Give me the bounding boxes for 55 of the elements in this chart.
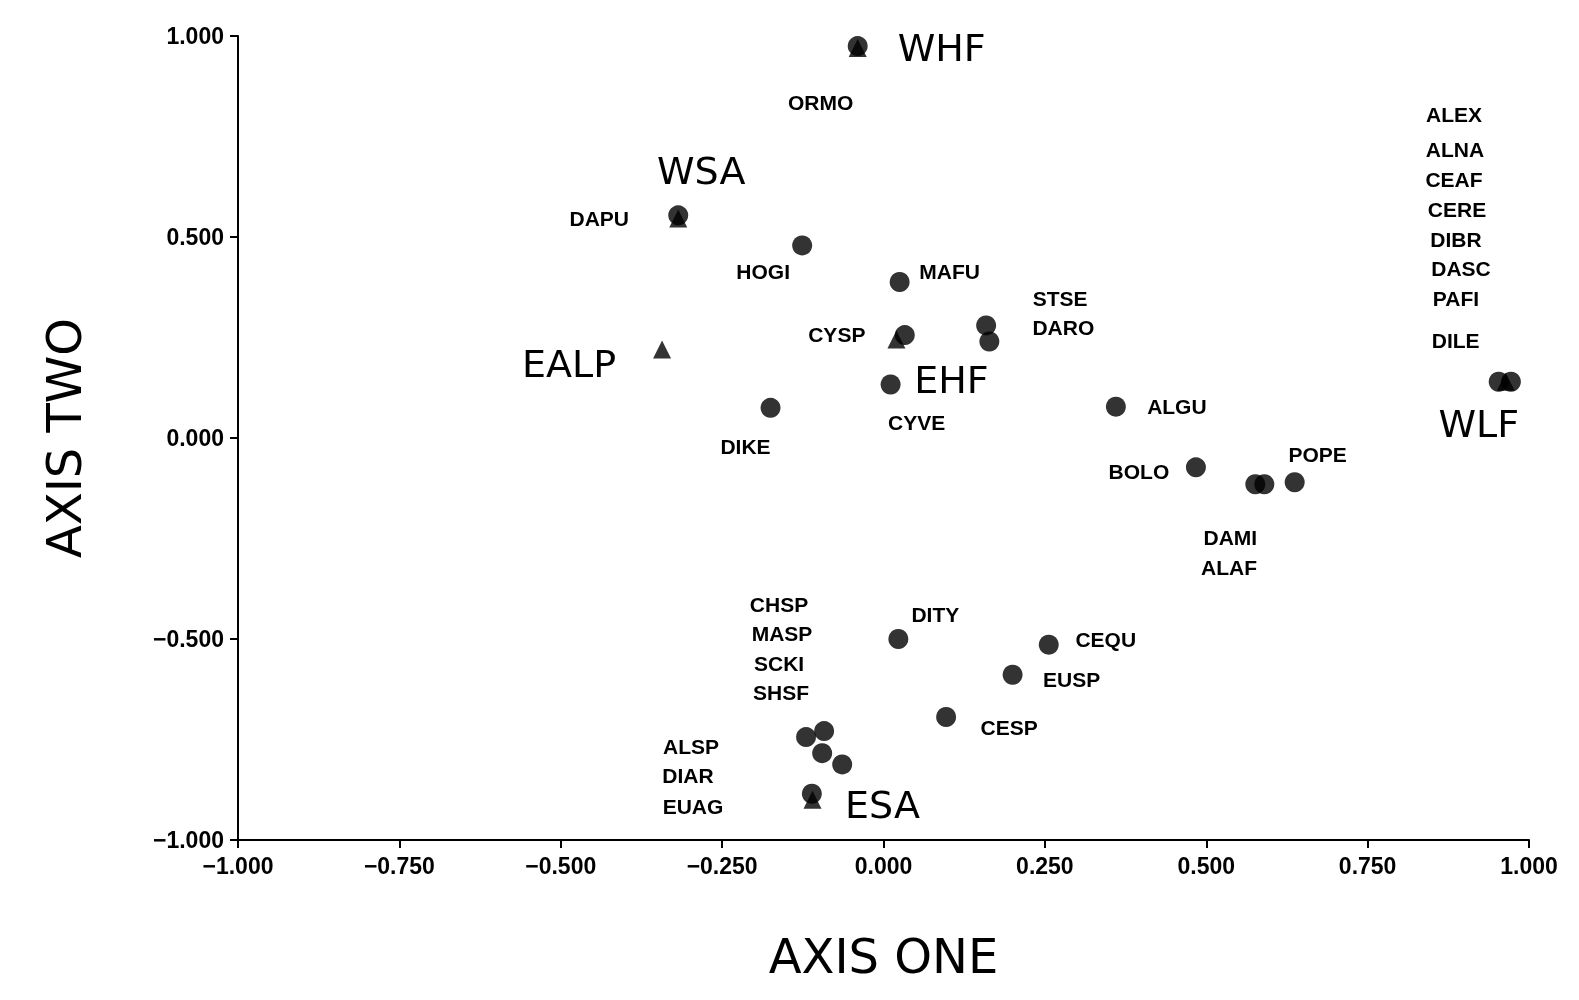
annotation: DAMI bbox=[1203, 525, 1258, 549]
annotation: ESA bbox=[845, 782, 920, 827]
annotation: EALP bbox=[522, 341, 617, 386]
annotation: HOGI bbox=[736, 259, 790, 283]
annotation: ALAF bbox=[1201, 555, 1258, 579]
annotation: CYSP bbox=[808, 322, 866, 346]
annotation: ALGU bbox=[1147, 395, 1207, 419]
annotation: DITY bbox=[911, 602, 960, 626]
annotation: MAFU bbox=[919, 259, 980, 283]
annotation: CESP bbox=[980, 716, 1038, 740]
annotation: WLF bbox=[1438, 401, 1520, 446]
annotation: CEAF bbox=[1425, 167, 1483, 191]
annotation: DIBR bbox=[1430, 227, 1482, 251]
x-tick-label: 1.000 bbox=[1500, 852, 1558, 879]
x-tick-label: 0.250 bbox=[1016, 852, 1074, 879]
annotation: DIAR bbox=[662, 763, 714, 787]
annotation: PAFI bbox=[1432, 286, 1480, 310]
annotation: SCKI bbox=[754, 651, 805, 675]
annotation: CHSP bbox=[749, 592, 809, 616]
x-tick-label: 0.750 bbox=[1338, 852, 1397, 879]
y-tick-label: −0.500 bbox=[153, 626, 224, 652]
x-tick-label: −1.000 bbox=[202, 852, 274, 879]
annotation: CEQU bbox=[1075, 628, 1137, 652]
x-tick-label: −0.500 bbox=[525, 852, 597, 879]
annotation: ALSP bbox=[662, 734, 720, 758]
y-axis-title: AXIS TWO bbox=[36, 317, 92, 559]
y-tick-label: 1.000 bbox=[166, 23, 224, 49]
x-tick-label: −0.250 bbox=[686, 852, 758, 879]
annotation: EUAG bbox=[662, 794, 724, 818]
x-tick-label: −0.750 bbox=[363, 852, 435, 879]
x-tick-label: 0.500 bbox=[1177, 852, 1236, 879]
annotation: SHSF bbox=[753, 680, 810, 704]
annotation: CYVE bbox=[888, 411, 946, 435]
annotation: DARO bbox=[1032, 316, 1095, 340]
annotation: STSE bbox=[1032, 286, 1088, 310]
annotation: MASP bbox=[751, 621, 813, 645]
annotation: WSA bbox=[657, 148, 746, 193]
annotation: POPE bbox=[1288, 442, 1347, 466]
annotation: ORMO bbox=[788, 90, 854, 114]
y-tick-label: 0.000 bbox=[166, 425, 224, 451]
y-tick-label: 0.500 bbox=[166, 224, 224, 250]
annotation: DASC bbox=[1431, 256, 1491, 280]
annotation: DAPU bbox=[569, 206, 629, 230]
annotation: CERE bbox=[1427, 197, 1487, 221]
annotation: DILE bbox=[1431, 329, 1480, 353]
y-tick-label: −1.000 bbox=[153, 827, 224, 853]
x-tick-label: 0.000 bbox=[854, 852, 913, 879]
annotation: DIKE bbox=[720, 435, 771, 459]
annotation: ALNA bbox=[1425, 137, 1485, 161]
annotation: WHF bbox=[897, 26, 986, 71]
annotation: EUSP bbox=[1043, 668, 1101, 692]
annotation: EHF bbox=[914, 357, 989, 402]
x-axis-title: AXIS ONE bbox=[768, 928, 999, 984]
annotation: BOLO bbox=[1108, 459, 1170, 483]
annotation: ALEX bbox=[1425, 102, 1483, 126]
